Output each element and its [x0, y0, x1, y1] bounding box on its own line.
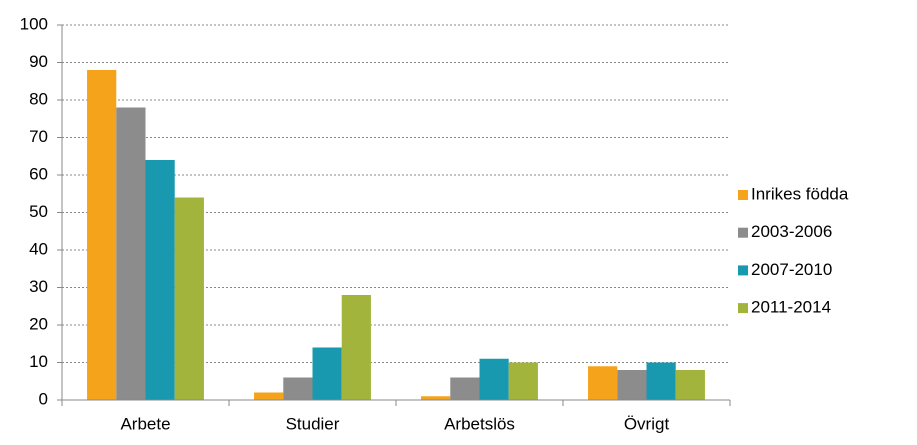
bar: [87, 70, 117, 400]
y-tick-label: 30: [29, 277, 48, 296]
bar: [508, 362, 538, 400]
y-tick-label: 20: [29, 314, 48, 333]
bar: [646, 362, 676, 400]
y-tick-label: 60: [29, 164, 48, 183]
bar: [479, 358, 509, 400]
y-tick-label: 0: [39, 389, 48, 408]
bar: [421, 396, 451, 400]
x-tick-label: Arbete: [120, 414, 170, 433]
bar: [588, 366, 618, 400]
y-tick-label: 90: [29, 52, 48, 71]
legend-swatch: [738, 227, 748, 238]
bar: [341, 295, 371, 400]
legend-swatch: [738, 190, 748, 200]
y-tick-label: 70: [29, 127, 48, 146]
x-tick-label: Studier: [286, 414, 340, 433]
x-tick-label: Övrigt: [624, 414, 670, 433]
y-tick-label: 10: [29, 352, 48, 371]
y-tick-label: 50: [29, 202, 48, 221]
bar: [174, 197, 204, 400]
bar: [450, 377, 480, 400]
y-tick-label: 100: [20, 14, 48, 33]
legend-label: 2007-2010: [751, 260, 832, 279]
legend-swatch: [738, 265, 748, 276]
bar: [312, 347, 342, 400]
bar: [675, 370, 705, 400]
bar: [145, 160, 175, 400]
y-tick-label: 80: [29, 89, 48, 108]
bar: [254, 392, 284, 400]
legend-label: Inrikes födda: [751, 184, 849, 203]
y-tick-label: 40: [29, 239, 48, 258]
bar: [116, 107, 146, 400]
legend-label: 2003-2006: [751, 222, 832, 241]
bar: [617, 370, 647, 400]
x-tick-label: Arbetslös: [444, 414, 515, 433]
legend-label: 2011-2014: [751, 298, 831, 317]
legend-swatch: [738, 303, 748, 314]
bar: [283, 377, 313, 400]
